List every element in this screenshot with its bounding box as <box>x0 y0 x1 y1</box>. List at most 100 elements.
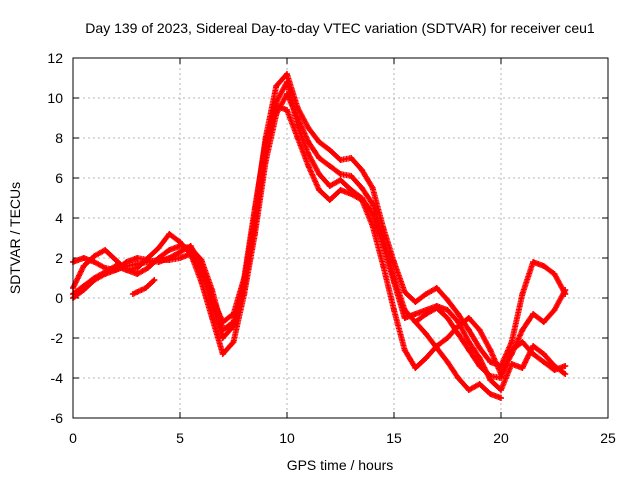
data-point <box>91 253 98 259</box>
data-point <box>230 323 237 329</box>
y-tick-label: -4 <box>51 370 64 386</box>
data-point <box>129 291 136 297</box>
data-point <box>80 255 87 261</box>
x-tick-label: 15 <box>386 430 402 446</box>
data-point <box>166 255 173 261</box>
data-point <box>294 135 301 141</box>
data-point <box>423 291 430 297</box>
data-point <box>476 327 483 333</box>
data-point <box>219 335 226 341</box>
data-point <box>401 315 408 321</box>
data-point <box>455 375 462 381</box>
data-point <box>348 155 355 161</box>
data-point <box>326 197 333 203</box>
y-tick-label: 2 <box>55 250 63 266</box>
data-point <box>369 185 376 191</box>
data-point <box>102 265 109 271</box>
data-point <box>337 187 344 193</box>
data-point <box>284 79 290 85</box>
data-point <box>316 187 323 193</box>
data-point <box>519 339 526 345</box>
data-point <box>80 263 87 269</box>
data-point <box>465 315 472 321</box>
data-point <box>284 107 290 113</box>
data-point <box>530 259 537 265</box>
data-point <box>166 231 173 237</box>
data-point <box>498 371 504 377</box>
data-point <box>433 345 440 351</box>
data-point <box>540 319 547 325</box>
data-point <box>508 361 515 367</box>
data-point <box>241 275 248 281</box>
plot-frame <box>72 57 609 419</box>
data-point <box>102 271 109 277</box>
series-markers <box>70 71 569 369</box>
data-point <box>391 279 397 285</box>
data-point <box>348 173 355 179</box>
data-point <box>465 339 472 345</box>
x-axis-label: GPS time / hours <box>287 457 394 473</box>
data-point <box>112 267 119 273</box>
data-point <box>134 261 141 267</box>
data-point <box>112 257 119 263</box>
data-point <box>412 365 419 371</box>
data-point <box>455 331 462 337</box>
data-point <box>380 243 387 249</box>
data-point <box>530 343 537 349</box>
data-point <box>551 363 558 369</box>
data-point <box>455 311 462 317</box>
data-point <box>465 347 472 353</box>
data-point <box>412 299 419 305</box>
data-point <box>123 259 130 265</box>
data-point <box>144 265 151 271</box>
y-tick-label: 0 <box>55 290 63 306</box>
data-point <box>151 277 158 283</box>
series-markers <box>70 91 569 381</box>
data-point <box>219 319 226 325</box>
data-point <box>540 359 547 365</box>
data-point <box>187 243 194 249</box>
data-point <box>138 287 145 293</box>
series-track-2 <box>70 91 569 381</box>
data-point <box>91 259 98 265</box>
data-point <box>401 289 408 295</box>
data-point <box>391 259 397 265</box>
data-point <box>326 163 333 169</box>
data-point <box>540 263 547 269</box>
data-point <box>209 315 216 321</box>
x-tick-label: 10 <box>279 430 295 446</box>
data-point <box>348 191 355 197</box>
data-point <box>562 287 569 293</box>
data-point <box>444 335 451 341</box>
series-markers <box>70 79 569 393</box>
data-point <box>166 247 173 253</box>
x-tick-label: 0 <box>69 430 77 446</box>
data-point <box>476 381 483 387</box>
series-track-1 <box>70 71 569 369</box>
data-point <box>316 171 323 177</box>
y-tick-label: 6 <box>55 170 63 186</box>
data-point <box>273 103 280 109</box>
data-point <box>433 285 440 291</box>
data-point <box>498 387 504 393</box>
axis-ticks: 0 5 10 15 20 25 -6 -4 -2 0 2 4 6 8 10 12 <box>47 50 616 446</box>
y-tick-label: -6 <box>51 410 64 426</box>
data-point <box>326 183 333 189</box>
data-point <box>134 289 141 295</box>
y-tick-label: 12 <box>47 50 63 66</box>
data-point <box>80 287 87 293</box>
data-point <box>412 311 419 317</box>
data-point <box>540 351 547 357</box>
data-point <box>337 157 344 163</box>
data-point <box>444 315 451 321</box>
data-point <box>337 171 344 177</box>
data-point <box>198 263 205 269</box>
data-point <box>262 139 269 145</box>
data-point <box>519 291 526 297</box>
data-point <box>369 201 376 207</box>
data-point <box>530 311 537 317</box>
data-point <box>155 259 162 265</box>
data-point <box>508 351 515 357</box>
grid <box>73 58 608 418</box>
